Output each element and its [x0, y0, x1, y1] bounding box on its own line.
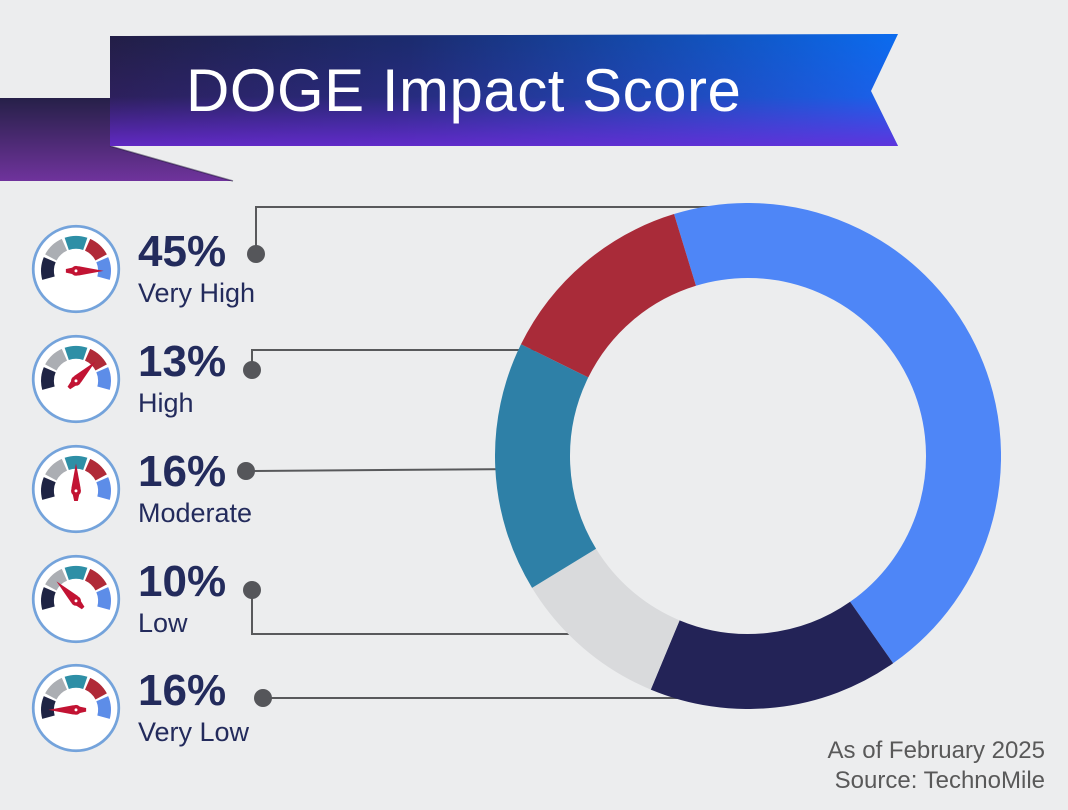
legend-item-very-low: 16% Very Low	[30, 662, 249, 754]
ribbon-main	[110, 34, 898, 146]
gauge-band-segment	[64, 345, 88, 361]
page-title: DOGE Impact Score	[186, 57, 742, 124]
gauge-band-segment	[45, 348, 68, 371]
donut-segment-low	[532, 548, 681, 690]
donut-segment-very-low	[650, 601, 894, 709]
gauge-band-segment	[45, 458, 68, 481]
gauge-band-segment	[41, 257, 56, 280]
legend-value: 16%	[138, 447, 227, 496]
gauge-band-segment	[45, 238, 68, 261]
title-ribbon-banner	[0, 34, 898, 182]
donut-segment-very-high	[674, 203, 1001, 664]
donut-segment-moderate	[495, 344, 597, 588]
legend-value: 16%	[138, 666, 227, 715]
gauge-band-segment	[84, 238, 107, 261]
footer-source: Source: TechnoMile	[834, 767, 1045, 794]
gauge-band-segment	[96, 257, 111, 280]
gauge-band-segment	[41, 477, 56, 500]
gauge-icon-high	[31, 334, 121, 424]
legend-value: 13%	[138, 337, 227, 386]
leader-dot-low	[243, 581, 261, 599]
legend-item-high: 13% High	[30, 333, 226, 425]
footer: As of February 2025 Source: TechnoMile	[828, 736, 1045, 796]
gauge-icon-very-high	[31, 224, 121, 314]
gauge-band-segment	[41, 587, 56, 610]
gauge-band-segment	[96, 477, 111, 500]
gauge-band-segment	[64, 235, 88, 251]
gauge-icon-very-low	[31, 663, 121, 753]
donut-chart	[495, 203, 1001, 709]
legend-label: Low	[138, 608, 188, 638]
legend-label: Very Low	[138, 717, 250, 747]
gauge-band-segment	[96, 696, 111, 719]
legend-label: Moderate	[138, 498, 253, 528]
footer-date: As of February 2025	[827, 737, 1045, 764]
leader-line-moderate	[245, 468, 534, 472]
gauge-band-segment	[84, 568, 107, 591]
donut-segment-high	[520, 214, 697, 379]
legend-label: Very High	[138, 278, 256, 308]
legend-value: 10%	[138, 557, 227, 606]
legend-item-very-high: 45% Very High	[30, 223, 255, 315]
leader-dot-very-low	[254, 689, 272, 707]
legend-item-moderate: 16% Moderate	[30, 443, 252, 535]
gauge-band-segment	[41, 367, 56, 390]
gauge-band-segment	[84, 348, 107, 371]
gauge-band-segment	[84, 458, 107, 481]
gauge-band-segment	[45, 677, 68, 700]
ribbon-left-tail	[0, 98, 233, 181]
legend-label: High	[138, 388, 194, 418]
gauge-band-segment	[64, 674, 88, 690]
gauge-band-segment	[84, 677, 107, 700]
legend-value: 45%	[138, 227, 227, 276]
gauge-band-segment	[41, 696, 56, 719]
leader-dot-high	[243, 361, 261, 379]
gauge-band-segment	[64, 565, 88, 581]
gauge-icon-moderate	[31, 444, 121, 534]
gauge-band-segment	[96, 367, 111, 390]
ribbon-fold-edge	[109, 145, 234, 182]
gauge-band-segment	[45, 568, 68, 591]
gauge-band-segment	[96, 587, 111, 610]
legend-item-low: 10% Low	[30, 553, 226, 645]
gauge-icon-low	[31, 554, 121, 644]
gauge-band-segment	[64, 455, 88, 471]
